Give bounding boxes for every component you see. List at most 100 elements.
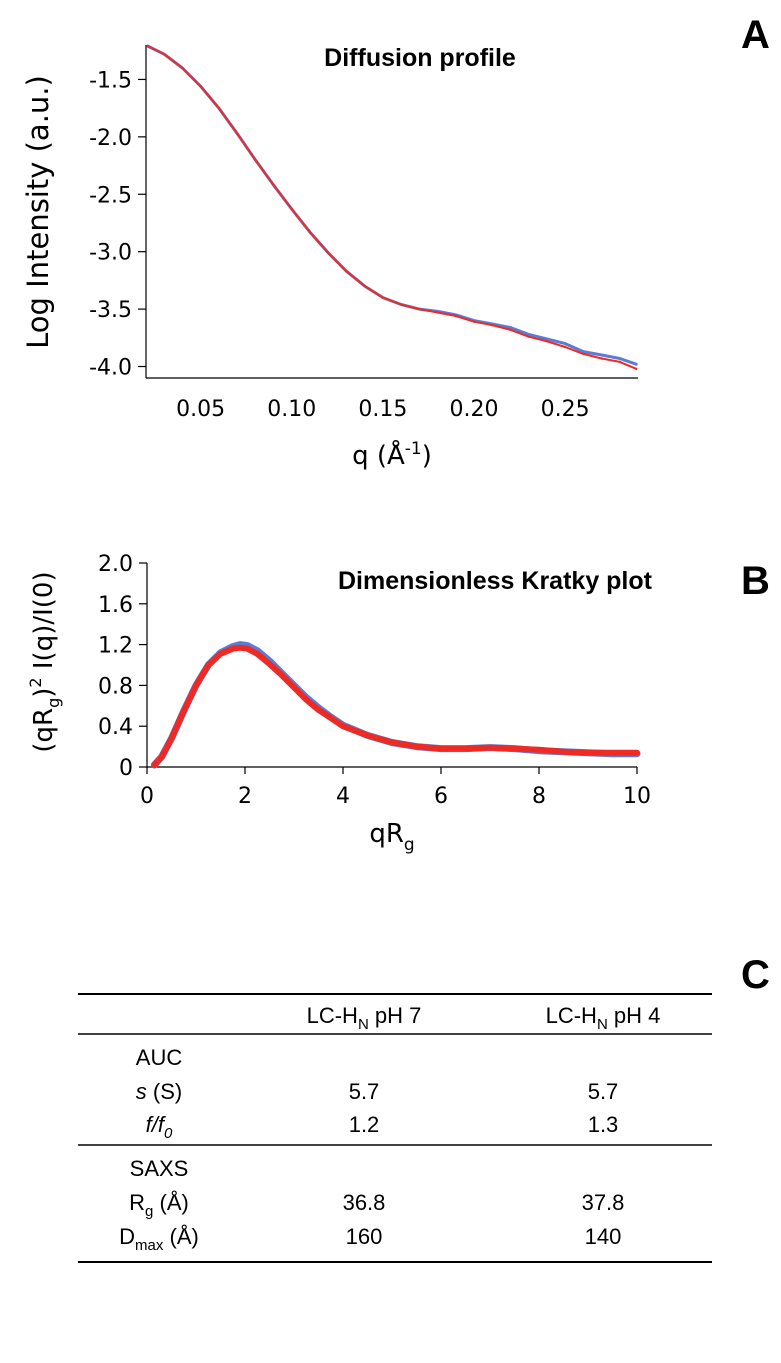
data-point [341,724,345,729]
data-point [491,324,494,327]
table-row-label-s: s (S) [136,1079,182,1104]
data-point [509,328,512,331]
chart-b-x-ticks: 0 2 4 6 8 10 [140,767,651,809]
table-section-auc: AUC [136,1045,183,1070]
chart-b-y-ticks: 0 0.4 0.8 1.2 1.6 2.0 [98,552,147,781]
data-point [345,270,348,273]
x-tick-label: 0.10 [267,397,316,422]
data-point [537,747,541,752]
data-point [545,337,549,341]
panel-label-a: A [741,13,770,57]
chart-a-x-label: q (Å-1) [352,439,432,471]
y-tick-label: 1.6 [98,593,133,618]
panel-label-c: C [741,953,770,997]
data-point [254,158,257,161]
data-point [600,357,603,360]
chart-b-y-label: (qRg)2 I(q)/I(0) [26,571,63,752]
data-point [454,314,457,318]
y-tick-label: 0.4 [98,715,133,740]
table-row-label-dmax: Dmax (Å) [119,1224,199,1254]
x-tick-label: 6 [434,784,448,809]
table-cell: 140 [585,1224,622,1249]
chart-a-title: Diffusion profile [324,44,516,72]
series-line [146,45,638,370]
data-point [439,746,443,751]
x-tick-label: 2 [238,784,252,809]
data-point [527,335,530,338]
data-point [600,353,603,357]
summary-table: LC-HN pH 7 LC-HN pH 4 AUC s (S) 5.7 5.7 … [78,993,712,1263]
table-section-saxs: SAXS [130,1156,189,1181]
data-point [418,307,421,311]
table-cell: 1.2 [349,1112,380,1137]
chart-a-series [146,44,638,370]
data-point [146,44,149,48]
data-point [292,685,296,690]
y-tick-label: -3.0 [89,241,132,266]
data-point [561,749,566,754]
x-tick-label: 0.15 [358,397,407,422]
data-point [279,673,284,678]
kratky-plot: Dimensionless Kratky plot 0 0.4 0.8 1.2 1.6 2… [26,552,653,855]
data-point [194,683,198,688]
data-point [230,646,235,651]
data-point [169,736,174,741]
data-point [238,645,243,650]
table-cell: 37.8 [582,1190,625,1215]
data-point [290,208,293,211]
chart-b-series [150,641,641,769]
data-point [509,326,512,329]
table-col-header-ph7: LC-HN pH 7 [307,1003,422,1033]
y-tick-label: 1.2 [98,634,133,659]
table-cell: 160 [346,1224,383,1249]
data-point [245,646,250,651]
data-point [267,662,272,666]
chart-a-x-ticks: 0.05 0.10 0.15 0.20 0.25 [176,397,589,422]
data-point [635,363,638,366]
data-point [414,744,419,749]
series-line [151,644,640,768]
y-tick-label: -2.5 [89,183,132,208]
data-point [152,763,157,767]
data-point [618,360,621,364]
data-point [381,296,385,299]
x-tick-label: 4 [336,784,350,809]
data-point [255,651,260,656]
data-point [181,708,186,713]
data-point [328,716,333,720]
x-tick-label: 0.25 [541,397,590,422]
y-tick-label: 2.0 [98,552,133,577]
table-row-label-rg: Rg (Å) [129,1190,189,1220]
data-point [206,663,211,667]
y-tick-label: -4.0 [89,356,132,381]
data-point [181,66,184,70]
chart-b-title: Dimensionless Kratky plot [338,567,653,595]
data-point [635,750,639,755]
y-tick-label: 0.8 [98,674,133,699]
chart-a-y-ticks: -1.5 -2.0 -2.5 -3.0 -3.5 -4.0 [89,68,146,381]
data-point [327,251,330,254]
y-tick-label: -3.5 [89,298,132,323]
data-point [217,107,221,110]
data-point [563,345,567,349]
x-tick-label: 10 [623,784,651,809]
data-point [304,697,309,702]
series-line [146,44,638,366]
data-point [436,311,439,314]
data-point [527,333,530,336]
data-point [586,750,590,755]
table-row-label-f: f/f0 [146,1112,173,1142]
chart-b-x-label: qRg [369,819,414,855]
data-point [463,746,468,751]
table-cell: 36.8 [343,1190,386,1215]
y-tick-label: -1.5 [89,68,132,93]
data-point [582,352,585,356]
data-point [159,754,164,759]
data-point [618,357,621,360]
y-tick-label: -2.0 [89,126,132,151]
diffusion-profile-plot: Diffusion profile -1.5 -2.0 -2.5 -3.0 -3.5 -4… [21,44,638,471]
data-point [390,740,394,745]
panel-label-b: B [741,559,770,603]
table-cell: 5.7 [588,1079,619,1104]
data-point [563,342,567,345]
